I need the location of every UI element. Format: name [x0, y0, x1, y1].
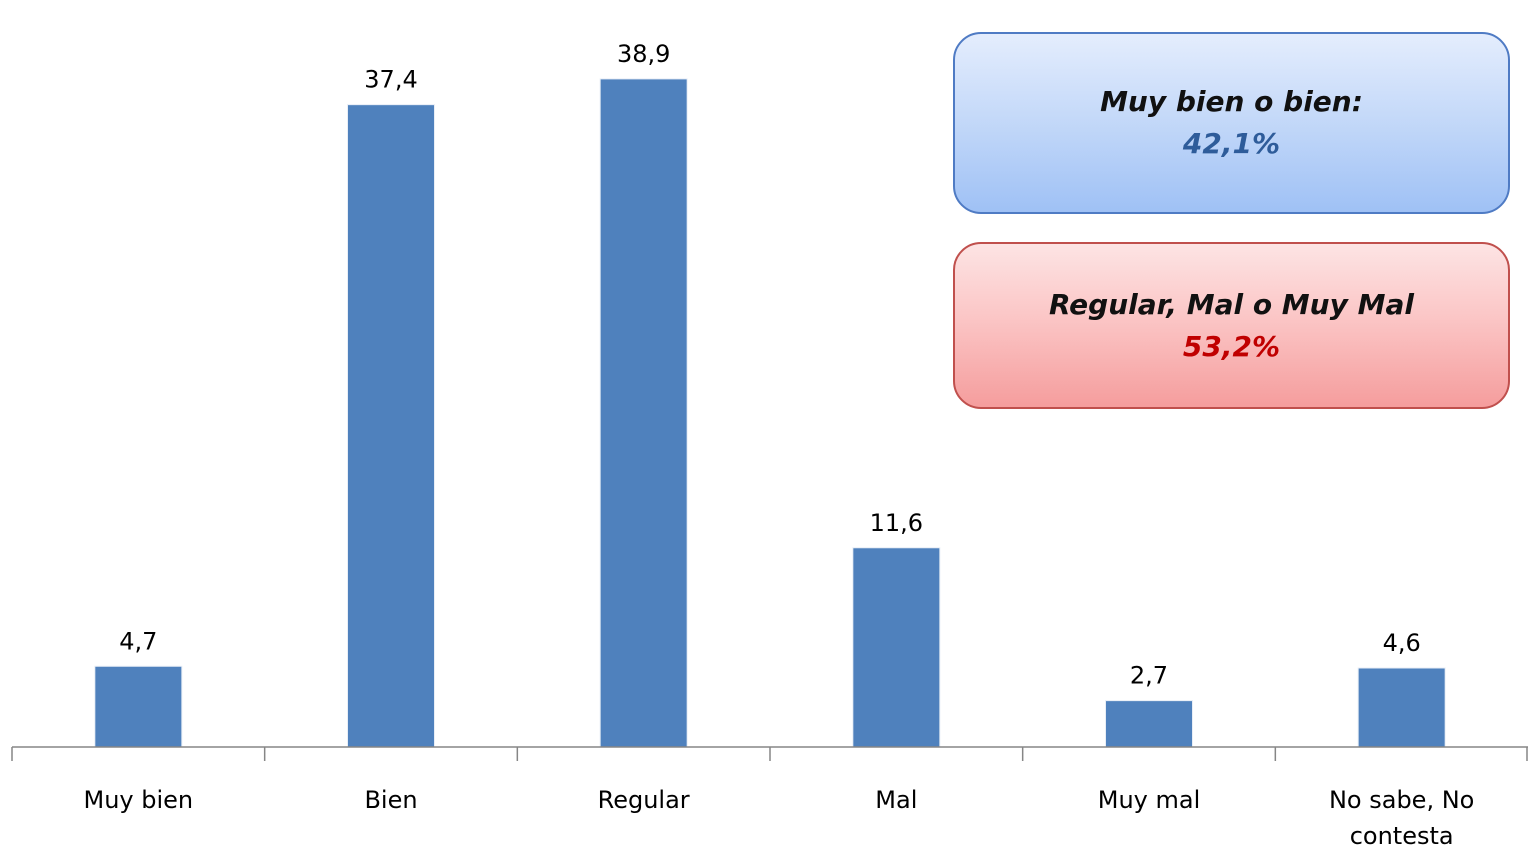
bar-4: [852, 547, 941, 748]
summary-negative-label: Regular, Mal o Muy Mal: [1049, 287, 1414, 321]
bar-3: [599, 78, 688, 748]
bar-1: [94, 665, 183, 748]
summary-box-positive: Muy bien o bien: 42,1%: [953, 32, 1510, 214]
category-label-3: Regular: [598, 786, 690, 814]
category-label-6-line-2: contesta: [1350, 822, 1454, 850]
summary-negative-value: 53,2%: [1182, 329, 1281, 363]
category-label-5: Muy mal: [1098, 786, 1201, 814]
bar-2: [347, 104, 435, 748]
category-label-2: Bien: [364, 786, 417, 814]
bar-6: [1357, 667, 1446, 748]
data-label-2: 37,4: [364, 66, 417, 94]
data-label-6: 4,6: [1383, 629, 1421, 657]
summary-positive-value: 42,1%: [1182, 127, 1281, 160]
summary-box-negative: Regular, Mal o Muy Mal 53,2%: [953, 242, 1510, 409]
summary-positive-label: Muy bien o bien:: [1100, 85, 1363, 118]
bar-5: [1105, 700, 1193, 748]
category-label-1: Muy bien: [84, 786, 194, 814]
data-label-4: 11,6: [870, 509, 923, 537]
data-label-1: 4,7: [119, 627, 157, 655]
category-label-4: Mal: [875, 786, 917, 814]
data-label-3: 38,9: [617, 40, 670, 68]
category-label-6-line-1: No sabe, No: [1329, 786, 1474, 814]
data-label-5: 2,7: [1130, 662, 1168, 690]
